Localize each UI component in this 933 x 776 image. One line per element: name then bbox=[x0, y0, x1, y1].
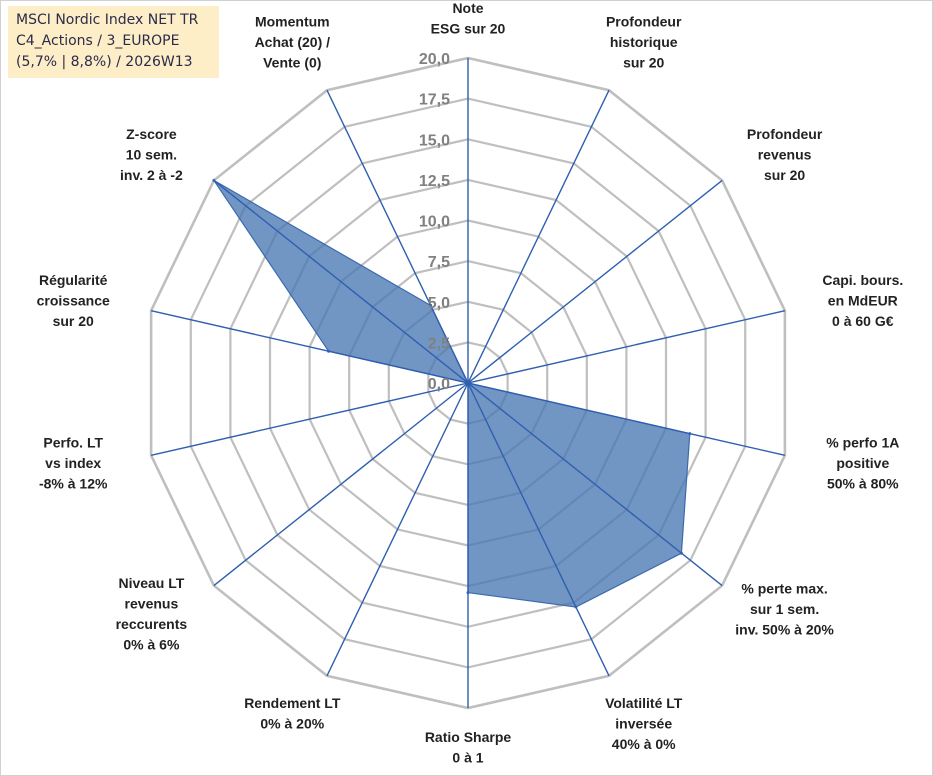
axis-label-line: sur 20 bbox=[764, 167, 805, 183]
axis-label-line: ESG sur 20 bbox=[431, 21, 506, 37]
tick-label: 0,0 bbox=[428, 376, 450, 393]
axis-spoke-11 bbox=[150, 382, 469, 456]
axis-spoke-13 bbox=[213, 179, 469, 384]
axis-label-line: Z-score bbox=[126, 126, 177, 142]
axis-label-line: positive bbox=[836, 455, 889, 471]
tick-label: 2,5 bbox=[428, 335, 450, 352]
tick-label: 5,0 bbox=[428, 295, 450, 312]
axis-spoke-3 bbox=[467, 179, 723, 384]
axis-spoke-10 bbox=[213, 382, 469, 587]
chart-title-box: MSCI Nordic Index NET TR C4_Actions / 3_… bbox=[8, 6, 219, 78]
axis-label-2: Profondeur historique sur 20 bbox=[606, 14, 682, 71]
axis-label-line: -8% à 12% bbox=[39, 475, 108, 491]
axis-label-line: reccurents bbox=[116, 616, 188, 632]
data-series bbox=[212, 178, 692, 609]
axis-spoke-5 bbox=[467, 382, 786, 456]
axis-label-line: 40% à 0% bbox=[612, 736, 676, 752]
axis-label-line: inv. 2 à -2 bbox=[120, 167, 183, 183]
axis-label-line: sur 20 bbox=[53, 313, 94, 329]
axis-label-8: Ratio Sharpe 0 à 1 bbox=[425, 729, 512, 766]
axis-spoke-12 bbox=[150, 310, 469, 384]
tick-label: 12,5 bbox=[419, 173, 450, 190]
axis-label-line: Profondeur bbox=[606, 14, 682, 30]
axis-label-line: 0 à 60 G€ bbox=[832, 313, 894, 329]
axis-label-line: Vente (0) bbox=[263, 55, 321, 71]
axis-spoke-14 bbox=[326, 89, 469, 384]
axis-label-line: revenus bbox=[758, 147, 812, 163]
title-line-2: C4_Actions / 3_EUROPE bbox=[16, 33, 180, 49]
tick-label: 17,5 bbox=[419, 92, 450, 109]
axis-spokes bbox=[150, 58, 786, 708]
axis-label-line: Régularité bbox=[39, 272, 108, 288]
axis-label-10: Niveau LT revenus reccurents 0% à 6% bbox=[116, 575, 188, 653]
axis-label-line: % perte max. bbox=[741, 581, 827, 597]
tick-label: 15,0 bbox=[419, 132, 450, 149]
axis-spoke-7 bbox=[467, 382, 610, 677]
axis-labels: Note ESG sur 20 Profondeur historique sur 20… bbox=[37, 0, 904, 766]
title-line-1: MSCI Nordic Index NET TR bbox=[16, 12, 199, 28]
axis-label-line: 0% à 6% bbox=[123, 636, 180, 652]
axis-label-12: Régularité croissance sur 20 bbox=[37, 272, 110, 329]
axis-label-line: Capi. bours. bbox=[822, 272, 903, 288]
axis-label-line: vs index bbox=[45, 455, 101, 471]
axis-label-line: % perfo 1A bbox=[826, 434, 899, 450]
axis-label-14: Momentum Achat (20) / Vente (0) bbox=[255, 14, 331, 71]
axis-label-line: en MdEUR bbox=[828, 293, 898, 309]
axis-label-11: Perfo. LT vs index -8% à 12% bbox=[39, 434, 108, 491]
axis-label-line: historique bbox=[610, 34, 678, 50]
axis-label-line: sur 1 sem. bbox=[750, 601, 819, 617]
axis-label-line: Note bbox=[452, 0, 483, 16]
axis-label-line: revenus bbox=[125, 595, 179, 611]
axis-label-line: Momentum bbox=[255, 14, 330, 30]
axis-label-line: sur 20 bbox=[623, 55, 664, 71]
axis-label-line: 0 à 1 bbox=[452, 750, 483, 766]
axis-label-line: inv. 50% à 20% bbox=[735, 622, 834, 638]
axis-spoke-6 bbox=[467, 382, 723, 587]
axis-label-4: Capi. bours. en MdEUR 0 à 60 G€ bbox=[822, 272, 903, 329]
axis-spoke-4 bbox=[467, 310, 786, 384]
radial-tick-labels: 0,0 2,5 5,0 7,5 10,0 12,5 15,0 17,5 20,0 bbox=[419, 51, 450, 393]
axis-label-13: Z-score 10 sem. inv. 2 à -2 bbox=[120, 126, 183, 183]
axis-spoke-9 bbox=[326, 382, 469, 677]
axis-label-line: 10 sem. bbox=[126, 147, 177, 163]
axis-label-6: % perte max. sur 1 sem. inv. 50% à 20% bbox=[735, 581, 834, 638]
axis-label-line: Niveau LT bbox=[118, 575, 184, 591]
axis-label-line: 0% à 20% bbox=[260, 716, 324, 732]
axis-label-line: inversée bbox=[615, 716, 672, 732]
tick-label: 10,0 bbox=[419, 214, 450, 231]
tick-label: 20,0 bbox=[419, 51, 450, 68]
axis-label-line: Achat (20) / bbox=[255, 34, 331, 50]
axis-label-7: Volatilité LT inversée 40% à 0% bbox=[605, 695, 683, 752]
axis-label-5: % perfo 1A positive 50% à 80% bbox=[826, 434, 899, 491]
axis-label-line: croissance bbox=[37, 293, 110, 309]
axis-label-3: Profondeur revenus sur 20 bbox=[747, 126, 823, 183]
axis-label-line: Perfo. LT bbox=[43, 434, 103, 450]
axis-label-line: 50% à 80% bbox=[827, 475, 899, 491]
axis-label-1: Note ESG sur 20 bbox=[431, 0, 506, 37]
axis-label-line: Volatilité LT bbox=[605, 695, 683, 711]
axis-label-line: Ratio Sharpe bbox=[425, 729, 512, 745]
axis-label-line: Rendement LT bbox=[244, 695, 341, 711]
tick-label: 7,5 bbox=[428, 254, 450, 271]
axis-spoke-2 bbox=[467, 89, 610, 384]
axis-label-line: Profondeur bbox=[747, 126, 823, 142]
title-line-3: (5,7% | 8,8%) / 2026W13 bbox=[16, 54, 193, 70]
axis-label-9: Rendement LT 0% à 20% bbox=[244, 695, 341, 732]
series-area bbox=[213, 179, 691, 608]
